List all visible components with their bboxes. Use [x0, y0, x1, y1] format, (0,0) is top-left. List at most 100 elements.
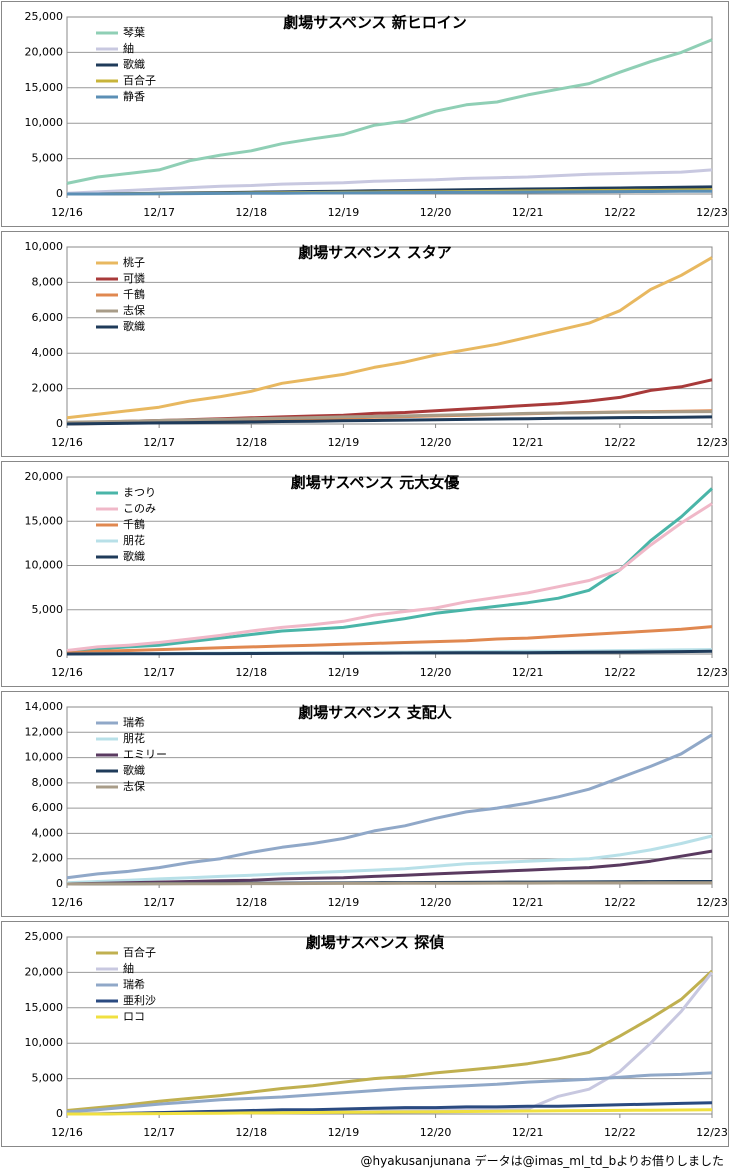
panel-border: [1, 691, 729, 917]
y-tick-label: 10,000: [25, 240, 64, 253]
series-line: [66, 733, 713, 880]
chart-title: 劇場サスペンス 支配人: [298, 704, 453, 722]
chart-title: 劇場サスペンス 元大女優: [291, 474, 461, 492]
x-tick-label: 12/20: [420, 436, 452, 449]
y-tick-label: 10,000: [25, 116, 64, 129]
legend-label: まつり: [123, 486, 156, 499]
y-tick-label: 8,000: [32, 275, 64, 288]
y-tick-label: 20,000: [25, 470, 64, 483]
y-tick-label: 0: [56, 647, 63, 660]
y-tick-label: 4,000: [32, 826, 64, 839]
legend-label: 瑞希: [123, 977, 145, 991]
legend-label: このみ: [123, 502, 156, 515]
x-tick-label: 12/23: [696, 436, 728, 449]
x-tick-label: 12/20: [420, 206, 452, 219]
x-tick-label: 12/23: [696, 896, 728, 909]
series-line: [66, 881, 713, 886]
legend-label: 千鶴: [123, 517, 145, 531]
x-tick-label: 12/18: [235, 1126, 267, 1139]
y-tick-label: 0: [56, 187, 63, 200]
y-tick-label: 20,000: [25, 45, 64, 58]
series-line: [66, 834, 713, 885]
legend-label: ロコ: [123, 1010, 145, 1023]
y-tick-label: 25,000: [25, 930, 64, 943]
x-tick-label: 12/21: [512, 206, 544, 219]
x-tick-label: 12/18: [235, 896, 267, 909]
x-tick-label: 12/20: [420, 666, 452, 679]
legend-label: 紬: [123, 41, 134, 55]
y-tick-label: 0: [56, 877, 63, 890]
legend-label: エミリー: [123, 748, 167, 761]
legend-label: 桃子: [123, 255, 145, 269]
x-tick-label: 12/17: [143, 206, 175, 219]
x-tick-label: 12/16: [51, 896, 83, 909]
series-line: [66, 256, 713, 420]
y-tick-label: 0: [56, 417, 63, 430]
series-line: [66, 410, 713, 424]
legend-label: 瑞希: [123, 715, 145, 729]
y-tick-label: 15,000: [25, 1001, 64, 1014]
x-tick-label: 12/19: [328, 436, 360, 449]
x-tick-label: 12/23: [696, 666, 728, 679]
y-tick-label: 0: [56, 1107, 63, 1120]
x-tick-label: 12/21: [512, 666, 544, 679]
x-tick-label: 12/17: [143, 666, 175, 679]
x-tick-label: 12/20: [420, 1126, 452, 1139]
legend-label: 紬: [123, 961, 134, 975]
legend-label: 琴葉: [123, 25, 145, 39]
legend-label: 志保: [123, 779, 145, 793]
x-tick-label: 12/22: [604, 666, 636, 679]
y-tick-label: 2,000: [32, 382, 64, 395]
x-tick-label: 12/17: [143, 1126, 175, 1139]
chart: 0 5,000 10,000 15,000 20,000 12/16 12/17 12/18 1…: [1, 461, 729, 687]
x-tick-label: 12/22: [604, 436, 636, 449]
x-tick-label: 12/19: [328, 666, 360, 679]
x-tick-label: 12/19: [328, 896, 360, 909]
series-line: [67, 189, 713, 196]
y-tick-label: 6,000: [32, 801, 64, 814]
chart: 0 5,000 10,000 15,000 20,000 25,000 12/16 12/17…: [1, 921, 729, 1147]
plot-border: [66, 936, 713, 1115]
y-tick-label: 10,000: [25, 1036, 64, 1049]
y-tick-label: 12,000: [25, 725, 64, 738]
chart-title: 劇場サスペンス スタア: [298, 244, 452, 262]
chart-title: 劇場サスペンス 新ヒロイン: [283, 14, 467, 32]
series-line: [66, 38, 713, 185]
y-tick-label: 6,000: [32, 311, 64, 324]
series-line: [66, 849, 713, 886]
chart: 0 2,000 4,000 6,000 8,000 10,000 12,000 14,000 1…: [1, 691, 729, 917]
legend-label: 朋花: [123, 732, 145, 745]
panel-border: [1, 231, 729, 457]
chart-title: 劇場サスペンス 探偵: [306, 934, 445, 952]
y-tick-label: 10,000: [25, 751, 64, 764]
y-tick-label: 10,000: [25, 559, 64, 572]
y-tick-label: 15,000: [25, 81, 64, 94]
x-tick-label: 12/18: [235, 666, 267, 679]
x-tick-label: 12/18: [235, 436, 267, 449]
footer: @hyakusanjunana データは@imas_ml_td_bよりお借りしま…: [360, 1154, 724, 1168]
y-tick-label: 5,000: [32, 1072, 64, 1085]
legend-label: 歌織: [123, 549, 145, 563]
x-tick-label: 12/23: [696, 206, 728, 219]
legend-label: 朋花: [123, 534, 145, 547]
legend-label: 千鶴: [123, 287, 145, 301]
plot-border: [66, 246, 713, 425]
y-tick-label: 14,000: [25, 700, 64, 713]
x-tick-label: 12/21: [512, 1126, 544, 1139]
charts: 0 5,000 10,000 15,000 20,000 25,000 12/16 12/17…: [1, 1, 729, 1147]
chart: 0 5,000 10,000 15,000 20,000 25,000 12/16 12/17…: [1, 1, 729, 227]
series-line: [66, 487, 714, 653]
x-tick-label: 12/16: [51, 1126, 83, 1139]
x-tick-label: 12/19: [328, 1126, 360, 1139]
x-tick-label: 12/17: [143, 896, 175, 909]
y-tick-label: 15,000: [25, 514, 64, 527]
y-tick-label: 20,000: [25, 965, 64, 978]
legend-label: 歌織: [123, 319, 145, 333]
y-tick-label: 25,000: [25, 10, 64, 23]
series-line: [66, 625, 713, 655]
y-tick-label: 5,000: [32, 152, 64, 165]
x-tick-label: 12/22: [604, 1126, 636, 1139]
legend-label: 静香: [123, 89, 145, 103]
y-tick-label: 4,000: [32, 346, 64, 359]
x-tick-label: 12/22: [604, 896, 636, 909]
